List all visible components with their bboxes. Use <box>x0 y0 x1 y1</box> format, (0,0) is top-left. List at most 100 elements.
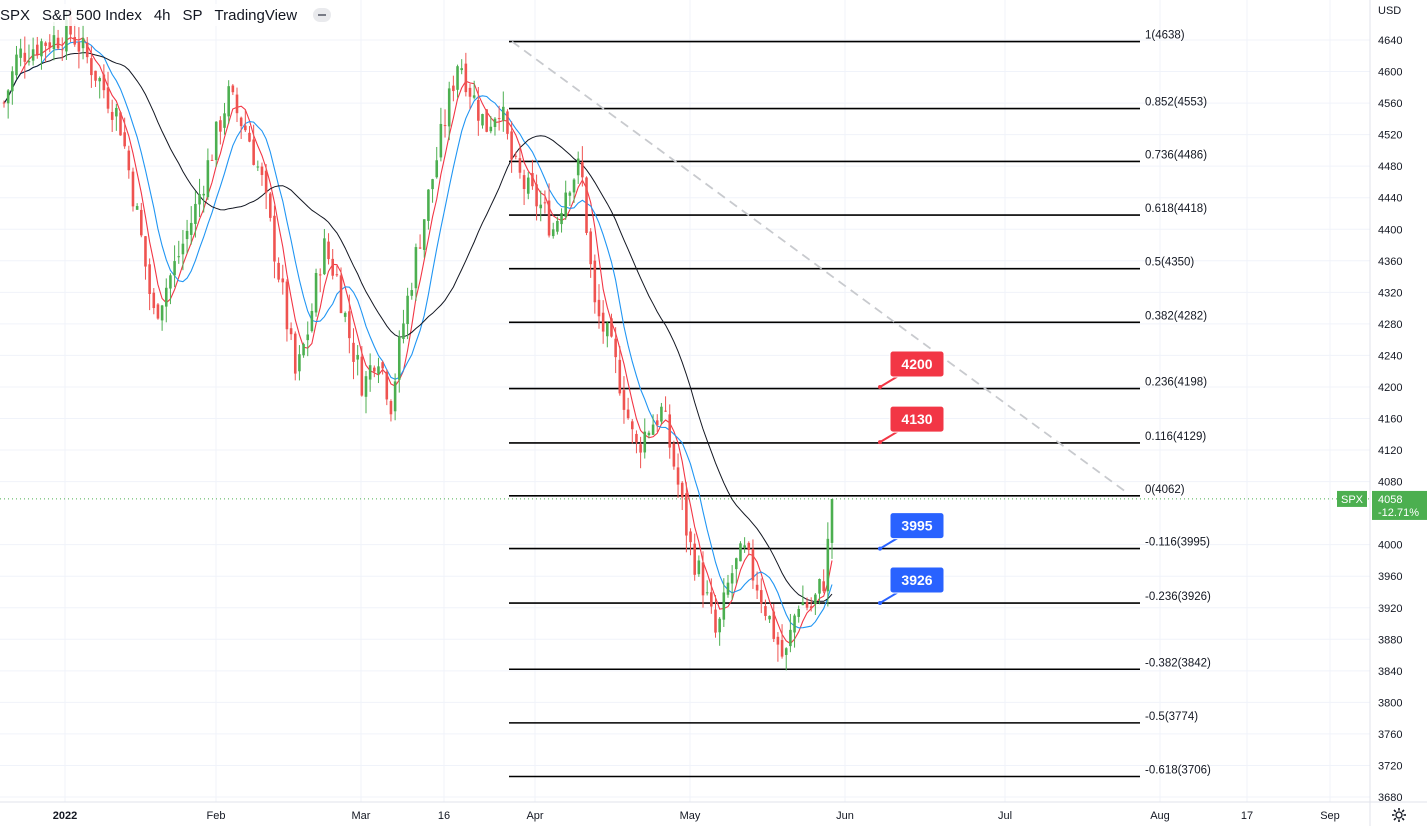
candle-body <box>447 88 451 127</box>
candle-body <box>119 112 122 136</box>
candle-body <box>651 424 655 435</box>
candle-body <box>140 209 143 236</box>
candle-body <box>115 107 118 117</box>
candle-body <box>60 49 64 51</box>
candle-body <box>310 310 314 332</box>
candle-body <box>127 150 131 171</box>
target-badge[interactable] <box>889 566 945 594</box>
fib-level-label: 1(4638) <box>1145 30 1185 42</box>
candle-body <box>560 213 563 225</box>
candle-body <box>298 354 301 372</box>
sma-slow-line <box>3 52 833 603</box>
price-tick-label: 3880 <box>1378 634 1402 646</box>
candle-body <box>406 295 409 325</box>
candle-body <box>152 292 156 309</box>
price-tick-label: 4560 <box>1378 98 1402 110</box>
candle-body <box>314 272 318 313</box>
candle-body <box>302 344 305 356</box>
candle-body <box>181 243 185 255</box>
candle-body <box>705 592 709 594</box>
settings-gear-icon[interactable] <box>1391 807 1407 823</box>
price-tick-label: 4080 <box>1378 477 1402 489</box>
candle-body <box>485 109 488 132</box>
candle-body <box>472 95 476 98</box>
candle-body <box>31 49 35 61</box>
sma-mid-line <box>3 41 833 629</box>
fib-level-label: 0.5(4350) <box>1145 257 1194 269</box>
candle-body <box>223 113 226 128</box>
candle-body <box>148 264 151 294</box>
target-badge-label: 4130 <box>901 411 932 427</box>
candle-body <box>481 114 484 126</box>
symbol-tag[interactable] <box>1337 490 1367 507</box>
candle-body <box>252 139 255 165</box>
candle-body <box>393 381 397 412</box>
symbol-label[interactable]: SPX <box>0 6 31 24</box>
candle-body <box>660 406 663 422</box>
candle-body <box>273 215 276 262</box>
candle-body <box>506 111 509 134</box>
candle-body <box>410 290 414 296</box>
candle-body <box>797 608 801 617</box>
candle-body <box>539 204 543 209</box>
target-badge[interactable] <box>889 512 945 540</box>
candle-body <box>77 42 81 52</box>
price-tick-label: 4240 <box>1378 350 1402 362</box>
candle-body <box>239 117 243 127</box>
target-badge[interactable] <box>889 405 945 433</box>
instrument-name: S&P 500 Index <box>42 6 142 24</box>
candle-body <box>535 184 538 207</box>
candle-body <box>572 179 576 193</box>
candle-body <box>335 274 339 276</box>
candle-body <box>739 543 742 562</box>
candle-body <box>759 590 763 604</box>
candle-body <box>543 202 547 204</box>
price-tick-label: 4640 <box>1378 35 1402 47</box>
candle-body <box>626 409 630 419</box>
candle-body <box>306 334 310 341</box>
price-tick-label: 4480 <box>1378 161 1402 173</box>
interval-label[interactable]: 4h <box>153 6 171 24</box>
candle-body <box>373 367 376 372</box>
candle-body <box>343 312 347 317</box>
candle-body <box>680 482 684 498</box>
price-tick-label: 4280 <box>1378 319 1402 331</box>
legend-menu-button[interactable] <box>313 8 332 22</box>
candle-body <box>585 177 588 233</box>
candle-body <box>643 431 647 453</box>
candle-body <box>202 193 206 196</box>
candle-body <box>327 241 330 260</box>
candle-body <box>123 132 126 147</box>
candle-body <box>730 573 734 584</box>
candle-body <box>435 160 439 178</box>
downtrend-line <box>511 40 1129 495</box>
time-tick-label: Feb <box>207 810 226 822</box>
time-tick-label: May <box>680 810 701 822</box>
candle-body <box>189 222 193 235</box>
candle-body <box>164 287 168 307</box>
target-badge-label: 3995 <box>901 518 932 534</box>
target-badge[interactable] <box>889 350 945 378</box>
candle-body <box>397 336 401 380</box>
candle-body <box>331 258 334 276</box>
target-badge-label: 4200 <box>901 356 932 372</box>
price-tick-label: 4160 <box>1378 414 1402 426</box>
currency-label[interactable]: USD <box>1378 5 1402 17</box>
last-price-tag[interactable] <box>1372 490 1427 520</box>
candle-body <box>502 106 505 121</box>
candle-body <box>630 421 634 430</box>
candle-body <box>422 219 426 250</box>
time-tick-label: Apr <box>526 810 543 822</box>
candle-body <box>414 247 418 289</box>
candle-body <box>227 86 230 117</box>
candle-body <box>293 333 297 374</box>
fibonacci-retracement: 1(4638) 0.852(4553) 0.736(4486) 0.618(4418)… <box>509 30 1211 778</box>
candle-body <box>551 229 555 237</box>
candle-body <box>522 175 526 190</box>
candle-body <box>597 299 601 317</box>
fib-level-label: -0.116(3995) <box>1145 537 1210 549</box>
candle-body <box>610 318 613 337</box>
fib-level-label: 0.382(4282) <box>1145 310 1207 322</box>
